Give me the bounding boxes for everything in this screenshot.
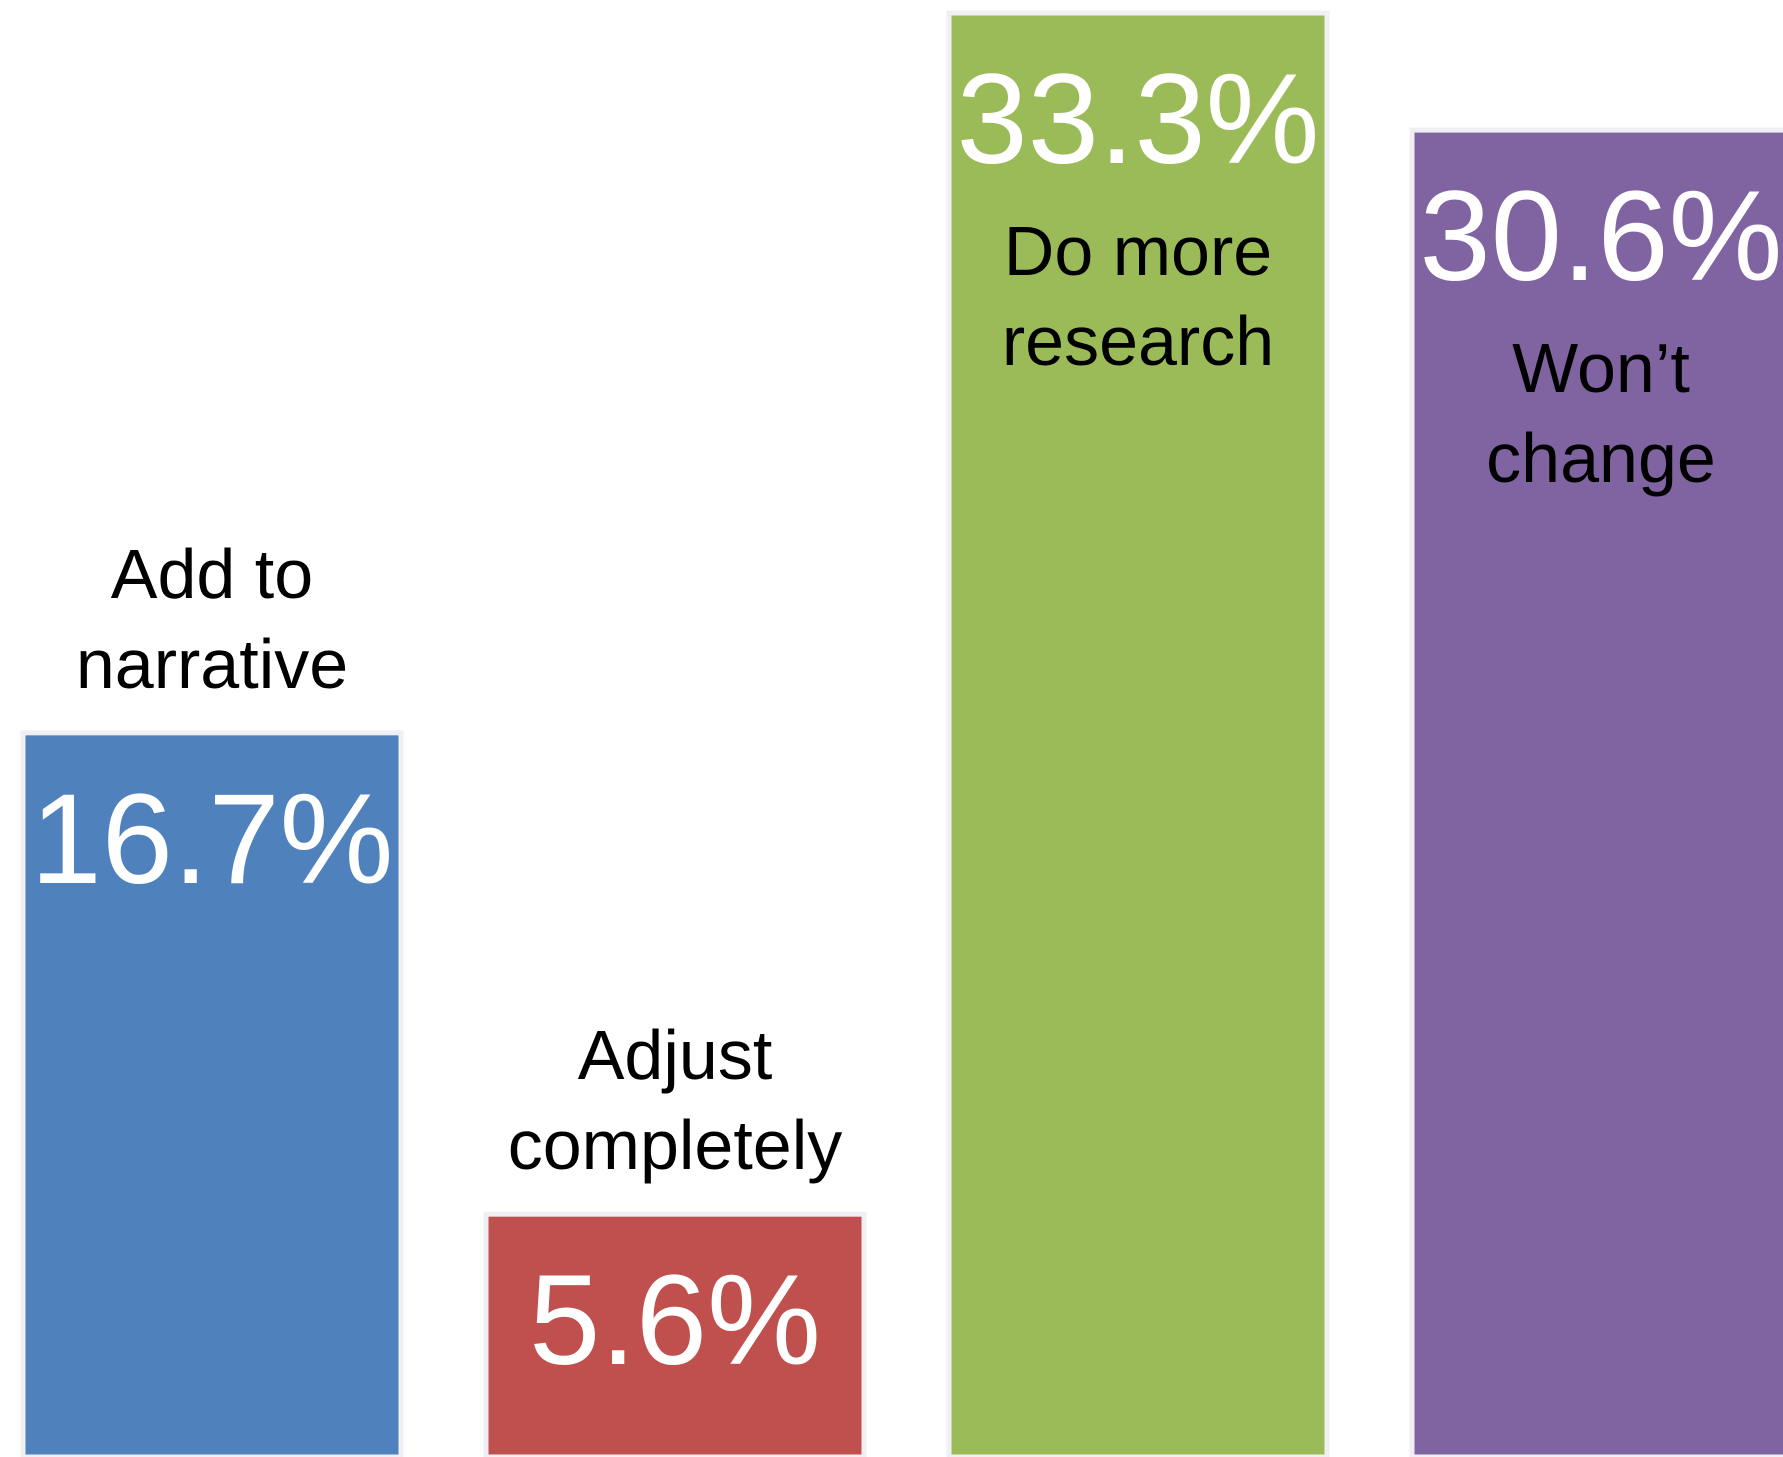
value-label: 33.3%	[957, 48, 1320, 191]
category-label: Adjust completely	[508, 1016, 843, 1184]
category-label: Do more research	[1002, 212, 1274, 380]
value-label: 5.6%	[529, 1249, 821, 1392]
label-line: research	[1002, 302, 1274, 380]
bar	[946, 10, 1330, 1457]
bar	[20, 730, 404, 1457]
bar	[1409, 127, 1783, 1457]
value-label: 30.6%	[1420, 165, 1783, 308]
category-label: Add to narrative	[76, 535, 348, 703]
label-line: Add to	[111, 535, 313, 613]
label-line: Do more	[1004, 212, 1272, 290]
label-line: change	[1486, 419, 1716, 497]
label-line: narrative	[76, 625, 348, 703]
label-line: completely	[508, 1106, 843, 1184]
value-label: 16.7%	[31, 768, 394, 911]
bar	[483, 1211, 867, 1457]
category-label: Won’t change	[1486, 329, 1716, 497]
label-line: Adjust	[578, 1016, 773, 1094]
label-line: Won’t	[1512, 329, 1690, 407]
